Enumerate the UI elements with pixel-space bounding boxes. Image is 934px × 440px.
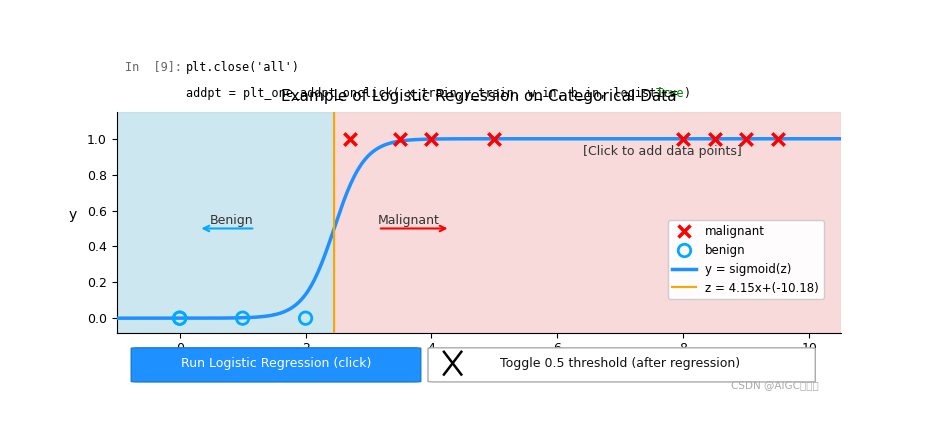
y = sigmoid(z) xyxy=(567,136,578,141)
malignant xyxy=(771,135,785,142)
Line: y = sigmoid(z): y = sigmoid(z) xyxy=(117,139,841,318)
Bar xyxy=(117,112,334,333)
Y-axis label: y: y xyxy=(69,208,78,222)
y = sigmoid(z) xyxy=(111,315,122,321)
y = sigmoid(z) xyxy=(637,136,648,141)
malignant xyxy=(707,135,722,142)
Text: [Click to add data points]: [Click to add data points] xyxy=(583,145,742,158)
Legend: malignant, benign, y = sigmoid(z), z = 4.15x+(-10.18): malignant, benign, y = sigmoid(z), z = 4… xyxy=(668,220,824,299)
malignant xyxy=(676,135,691,142)
Text: In  [9]:: In [9]: xyxy=(125,61,182,73)
malignant xyxy=(739,135,754,142)
X-axis label: Tumor Size: Tumor Size xyxy=(441,361,517,375)
Text: addpt = plt_one_addpt_onclick( x_train,y_train, w_in, b_in, logistic=: addpt = plt_one_addpt_onclick( x_train,y… xyxy=(186,87,677,100)
y = sigmoid(z) xyxy=(198,315,209,321)
y = sigmoid(z) xyxy=(835,136,846,141)
malignant xyxy=(392,135,407,142)
Text: Benign: Benign xyxy=(210,214,253,227)
Text: CSDN @AIGC学习社: CSDN @AIGC学习社 xyxy=(731,381,819,390)
Title: Example of Logistic Regression on Categorical Data: Example of Logistic Regression on Catego… xyxy=(281,89,676,104)
Text: Malignant: Malignant xyxy=(378,214,440,227)
malignant xyxy=(342,135,357,142)
Text: plt.close('all'): plt.close('all') xyxy=(186,61,300,73)
Text: True: True xyxy=(656,87,684,100)
FancyBboxPatch shape xyxy=(428,348,815,382)
malignant xyxy=(424,135,439,142)
Text: ): ) xyxy=(683,87,690,100)
benign xyxy=(298,315,313,322)
benign xyxy=(235,315,250,322)
y = sigmoid(z) xyxy=(633,136,644,141)
Text: Run Logistic Regression (click): Run Logistic Regression (click) xyxy=(181,357,371,370)
FancyBboxPatch shape xyxy=(131,348,421,382)
malignant xyxy=(487,135,502,142)
benign xyxy=(172,315,187,322)
benign xyxy=(172,315,187,322)
Text: Toggle 0.5 threshold (after regression): Toggle 0.5 threshold (after regression) xyxy=(500,357,740,370)
Bar xyxy=(334,112,841,333)
y = sigmoid(z) xyxy=(398,138,409,143)
y = sigmoid(z) xyxy=(347,177,359,182)
